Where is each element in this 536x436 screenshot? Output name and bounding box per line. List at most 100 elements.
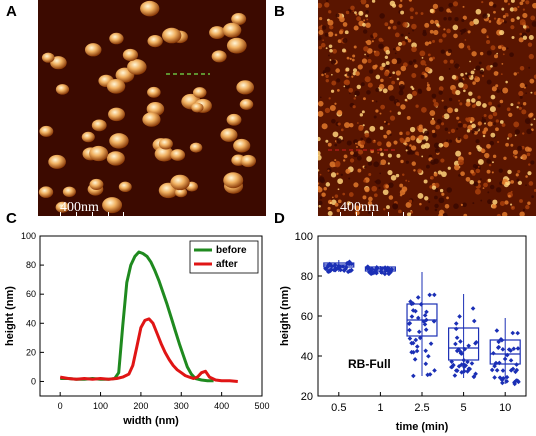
y-tick-label: 40: [301, 351, 313, 363]
data-point: [410, 340, 416, 346]
data-point: [454, 368, 460, 373]
data-point: [409, 349, 414, 355]
x-tick-label: 2.5: [414, 402, 429, 414]
data-point: [458, 339, 463, 344]
data-point: [423, 348, 428, 354]
x-tick-label: 500: [254, 401, 269, 411]
data-point: [499, 337, 505, 343]
x-tick-label: 100: [93, 401, 108, 411]
x-tick-label: 0.5: [331, 402, 346, 414]
scale-bar-label-b: 400nm: [340, 200, 379, 215]
data-point: [466, 343, 471, 349]
data-point: [512, 381, 517, 387]
data-point: [497, 360, 502, 366]
data-point: [424, 309, 429, 315]
legend-label-before: before: [216, 245, 247, 256]
particle: [89, 178, 104, 190]
particle: [106, 78, 126, 94]
particle: [211, 50, 227, 63]
data-point: [514, 367, 520, 373]
panel-letter-a: A: [6, 3, 17, 20]
afm-image-after: 400nm: [318, 0, 536, 216]
particle: [231, 13, 247, 25]
particle: [62, 186, 76, 198]
data-point: [492, 375, 497, 380]
data-point: [461, 368, 467, 374]
data-point: [432, 292, 437, 298]
particle: [84, 43, 102, 57]
particle: [223, 172, 244, 189]
data-point: [492, 363, 497, 369]
data-point: [454, 335, 460, 341]
data-point: [417, 335, 423, 341]
series-line-after: [59, 317, 238, 383]
data-point: [449, 359, 454, 364]
data-point: [452, 373, 458, 378]
data-point: [453, 341, 458, 347]
particle: [55, 201, 70, 213]
y-tick-label: 0: [31, 376, 36, 386]
particle: [109, 32, 124, 45]
particle: [106, 151, 125, 166]
data-point: [449, 364, 454, 370]
data-point: [494, 367, 500, 373]
data-point: [428, 341, 434, 346]
particle: [236, 80, 255, 95]
data-point: [496, 339, 501, 345]
data-point: [494, 328, 500, 333]
data-point: [456, 363, 462, 369]
data-point: [461, 364, 467, 370]
particle: [140, 0, 160, 17]
data-point: [413, 337, 419, 343]
data-point: [451, 362, 456, 368]
data-point: [418, 302, 424, 307]
legend-box: [189, 240, 259, 274]
data-point: [513, 369, 518, 375]
data-point: [489, 367, 495, 373]
data-point: [408, 299, 413, 304]
data-point: [500, 347, 506, 352]
particle: [118, 181, 132, 193]
data-point: [413, 308, 418, 314]
particle: [50, 56, 67, 70]
particle: [192, 87, 207, 98]
data-point: [504, 374, 510, 380]
x-tick-label: 200: [133, 401, 148, 411]
particle: [109, 133, 129, 149]
panel-letter-b: B: [274, 3, 285, 20]
data-point: [499, 377, 505, 383]
data-point: [423, 361, 429, 367]
y-tick-label: 60: [301, 311, 313, 323]
y-axis-label: height (nm): [4, 286, 16, 346]
legend-label-after: after: [216, 259, 238, 270]
y-tick-label: 80: [26, 260, 36, 270]
data-point: [414, 348, 420, 354]
data-point: [500, 375, 506, 381]
y-tick-label: 80: [301, 271, 313, 283]
data-point: [348, 261, 354, 267]
data-point: [465, 359, 470, 365]
box: [489, 339, 521, 365]
x-tick-label: 1: [377, 402, 383, 414]
particle: [81, 131, 95, 143]
particle: [38, 186, 54, 198]
y-tick-label: 40: [26, 318, 36, 328]
data-point: [504, 378, 510, 384]
particle: [170, 149, 186, 161]
data-point: [462, 346, 468, 352]
afm-image-before: 400nm: [38, 0, 266, 216]
particle: [220, 128, 238, 142]
data-point: [431, 319, 437, 324]
particle: [122, 48, 139, 62]
x-axis-label: width (nm): [122, 415, 179, 427]
data-point: [432, 368, 437, 373]
data-point: [454, 348, 460, 354]
data-point: [415, 315, 421, 321]
particle: [240, 154, 256, 168]
data-point: [414, 344, 420, 349]
data-point: [422, 322, 428, 327]
data-point: [469, 361, 475, 366]
y-tick-label: 100: [295, 231, 313, 243]
data-point: [407, 336, 413, 341]
data-point: [515, 330, 520, 336]
